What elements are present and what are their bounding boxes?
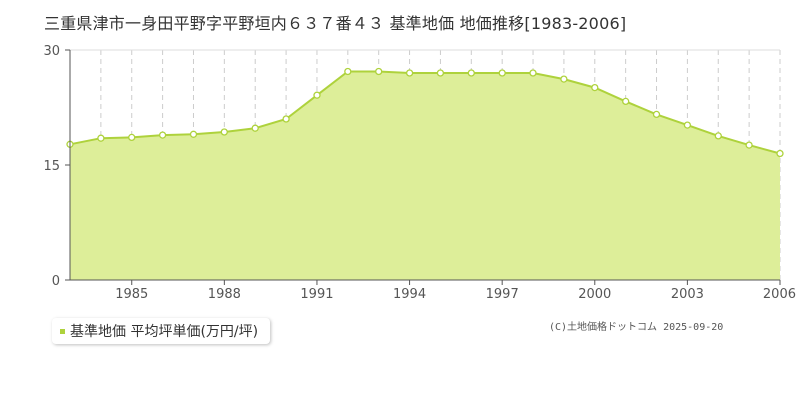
data-point-2006[interactable] (776, 149, 784, 158)
data-point-2004[interactable] (714, 132, 722, 140)
legend-label: 基準地価 平均坪単価(万円/坪) (70, 324, 259, 340)
data-point-2000[interactable] (591, 83, 599, 92)
x-tick-label: 1988 (208, 287, 241, 302)
tick-layer: 0 15 30 1985 1988 1991 1994 1997 2000 2003 2006 (43, 44, 796, 302)
x-tick-label: 2003 (671, 287, 704, 302)
data-point-2002[interactable] (652, 110, 661, 119)
data-point-2005[interactable] (745, 141, 753, 149)
data-point-1984[interactable] (97, 134, 105, 142)
data-point-1998[interactable] (529, 69, 537, 77)
data-point-2003[interactable] (683, 121, 692, 129)
marker-layer (66, 67, 784, 158)
data-point-1994[interactable] (405, 69, 414, 77)
x-tick-label: 1997 (486, 287, 519, 302)
data-point-1991[interactable] (313, 91, 321, 99)
copyright-text: (C)土地価格ドットコム 2025-09-20 (549, 322, 724, 333)
data-point-1999[interactable] (560, 75, 568, 83)
data-point-1996[interactable] (467, 69, 475, 77)
data-point-1995[interactable] (436, 69, 445, 77)
x-tick-label: 1994 (393, 287, 426, 302)
legend[interactable]: 基準地価 平均坪単価(万円/坪) (52, 318, 271, 344)
area-fill (70, 71, 780, 280)
y-tick-label: 0 (52, 274, 60, 289)
data-point-1989[interactable] (251, 124, 259, 132)
x-tick-label: 2006 (763, 287, 796, 302)
y-tick-label: 15 (43, 159, 60, 174)
x-tick-label: 1985 (115, 287, 148, 302)
series-line (69, 70, 781, 155)
x-tick-label: 2000 (578, 287, 611, 302)
x-tick-label: 1991 (300, 287, 333, 302)
data-point-1986[interactable] (158, 131, 167, 139)
data-point-1992[interactable] (344, 67, 352, 76)
data-point-1988[interactable] (220, 128, 228, 136)
data-point-1997[interactable] (498, 69, 506, 77)
legend-swatch (60, 328, 65, 334)
chart-title: 三重県津市一身田平野字平野垣内６３７番４３ 基準地価 地価推移[1983-200… (44, 14, 627, 33)
area-chart: 0 15 30 1985 1988 1991 1994 1997 2000 2003 2006 (43, 44, 796, 302)
data-point-1993[interactable] (375, 67, 383, 76)
data-point-1987[interactable] (189, 130, 198, 138)
y-tick-label: 30 (43, 44, 60, 59)
data-point-2001[interactable] (622, 97, 630, 106)
data-point-1985[interactable] (128, 133, 136, 142)
data-point-1990[interactable] (282, 115, 290, 123)
